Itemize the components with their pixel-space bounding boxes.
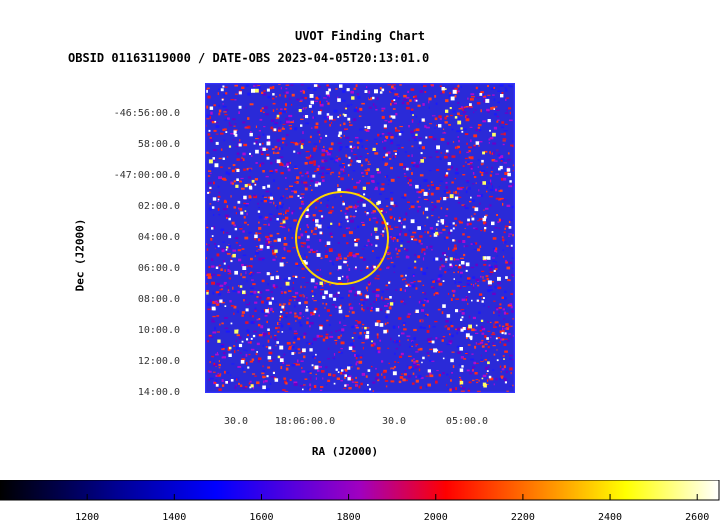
y-tick-label: 12:00.0 (137, 356, 180, 367)
y-axis-label: Dec (J2000) (73, 218, 87, 292)
x-axis-label: RA (J2000) (311, 445, 379, 458)
y-tick-label: -47:00:00.0 (113, 170, 180, 181)
y-tick-label: 10:00.0 (137, 325, 180, 336)
y-tick-label: 08:00.0 (137, 294, 180, 305)
x-tick-label: 30.0 (223, 416, 249, 427)
image-stars (205, 83, 513, 391)
x-tick-label: 18:06:00.0 (274, 416, 336, 427)
image-noise (205, 83, 517, 394)
y-tick-label: 02:00.0 (137, 201, 180, 212)
target-region-circle (295, 191, 389, 285)
colorbar-gradient (0, 479, 720, 501)
sky-image (204, 82, 517, 397)
colorbar (0, 479, 720, 506)
colorbar-tick-label: 1400 (162, 512, 187, 523)
y-tick-label: -46:56:00.0 (113, 108, 180, 119)
image-frame (204, 82, 516, 394)
y-tick-label: 04:00.0 (137, 232, 180, 243)
colorbar-tick-label: 2200 (510, 512, 535, 523)
colorbar-tick-label: 1600 (249, 512, 274, 523)
y-tick-label: 58:00.0 (137, 139, 180, 150)
colorbar-tick-label: 2400 (598, 512, 623, 523)
chart-title: UVOT Finding Chart (294, 29, 426, 43)
x-tick-label: 30.0 (381, 416, 407, 427)
colorbar-tick-label: 2000 (423, 512, 448, 523)
colorbar-tick-label: 1200 (75, 512, 100, 523)
y-tick-label: 14:00.0 (137, 387, 180, 398)
x-tick-label: 05:00.0 (445, 416, 489, 427)
chart-subtitle: OBSID 01163119000 / DATE-OBS 2023-04-05T… (68, 51, 430, 65)
colorbar-tick-label: 1800 (336, 512, 361, 523)
y-tick-label: 06:00.0 (137, 263, 180, 274)
colorbar-tick-label: 2600 (685, 512, 710, 523)
